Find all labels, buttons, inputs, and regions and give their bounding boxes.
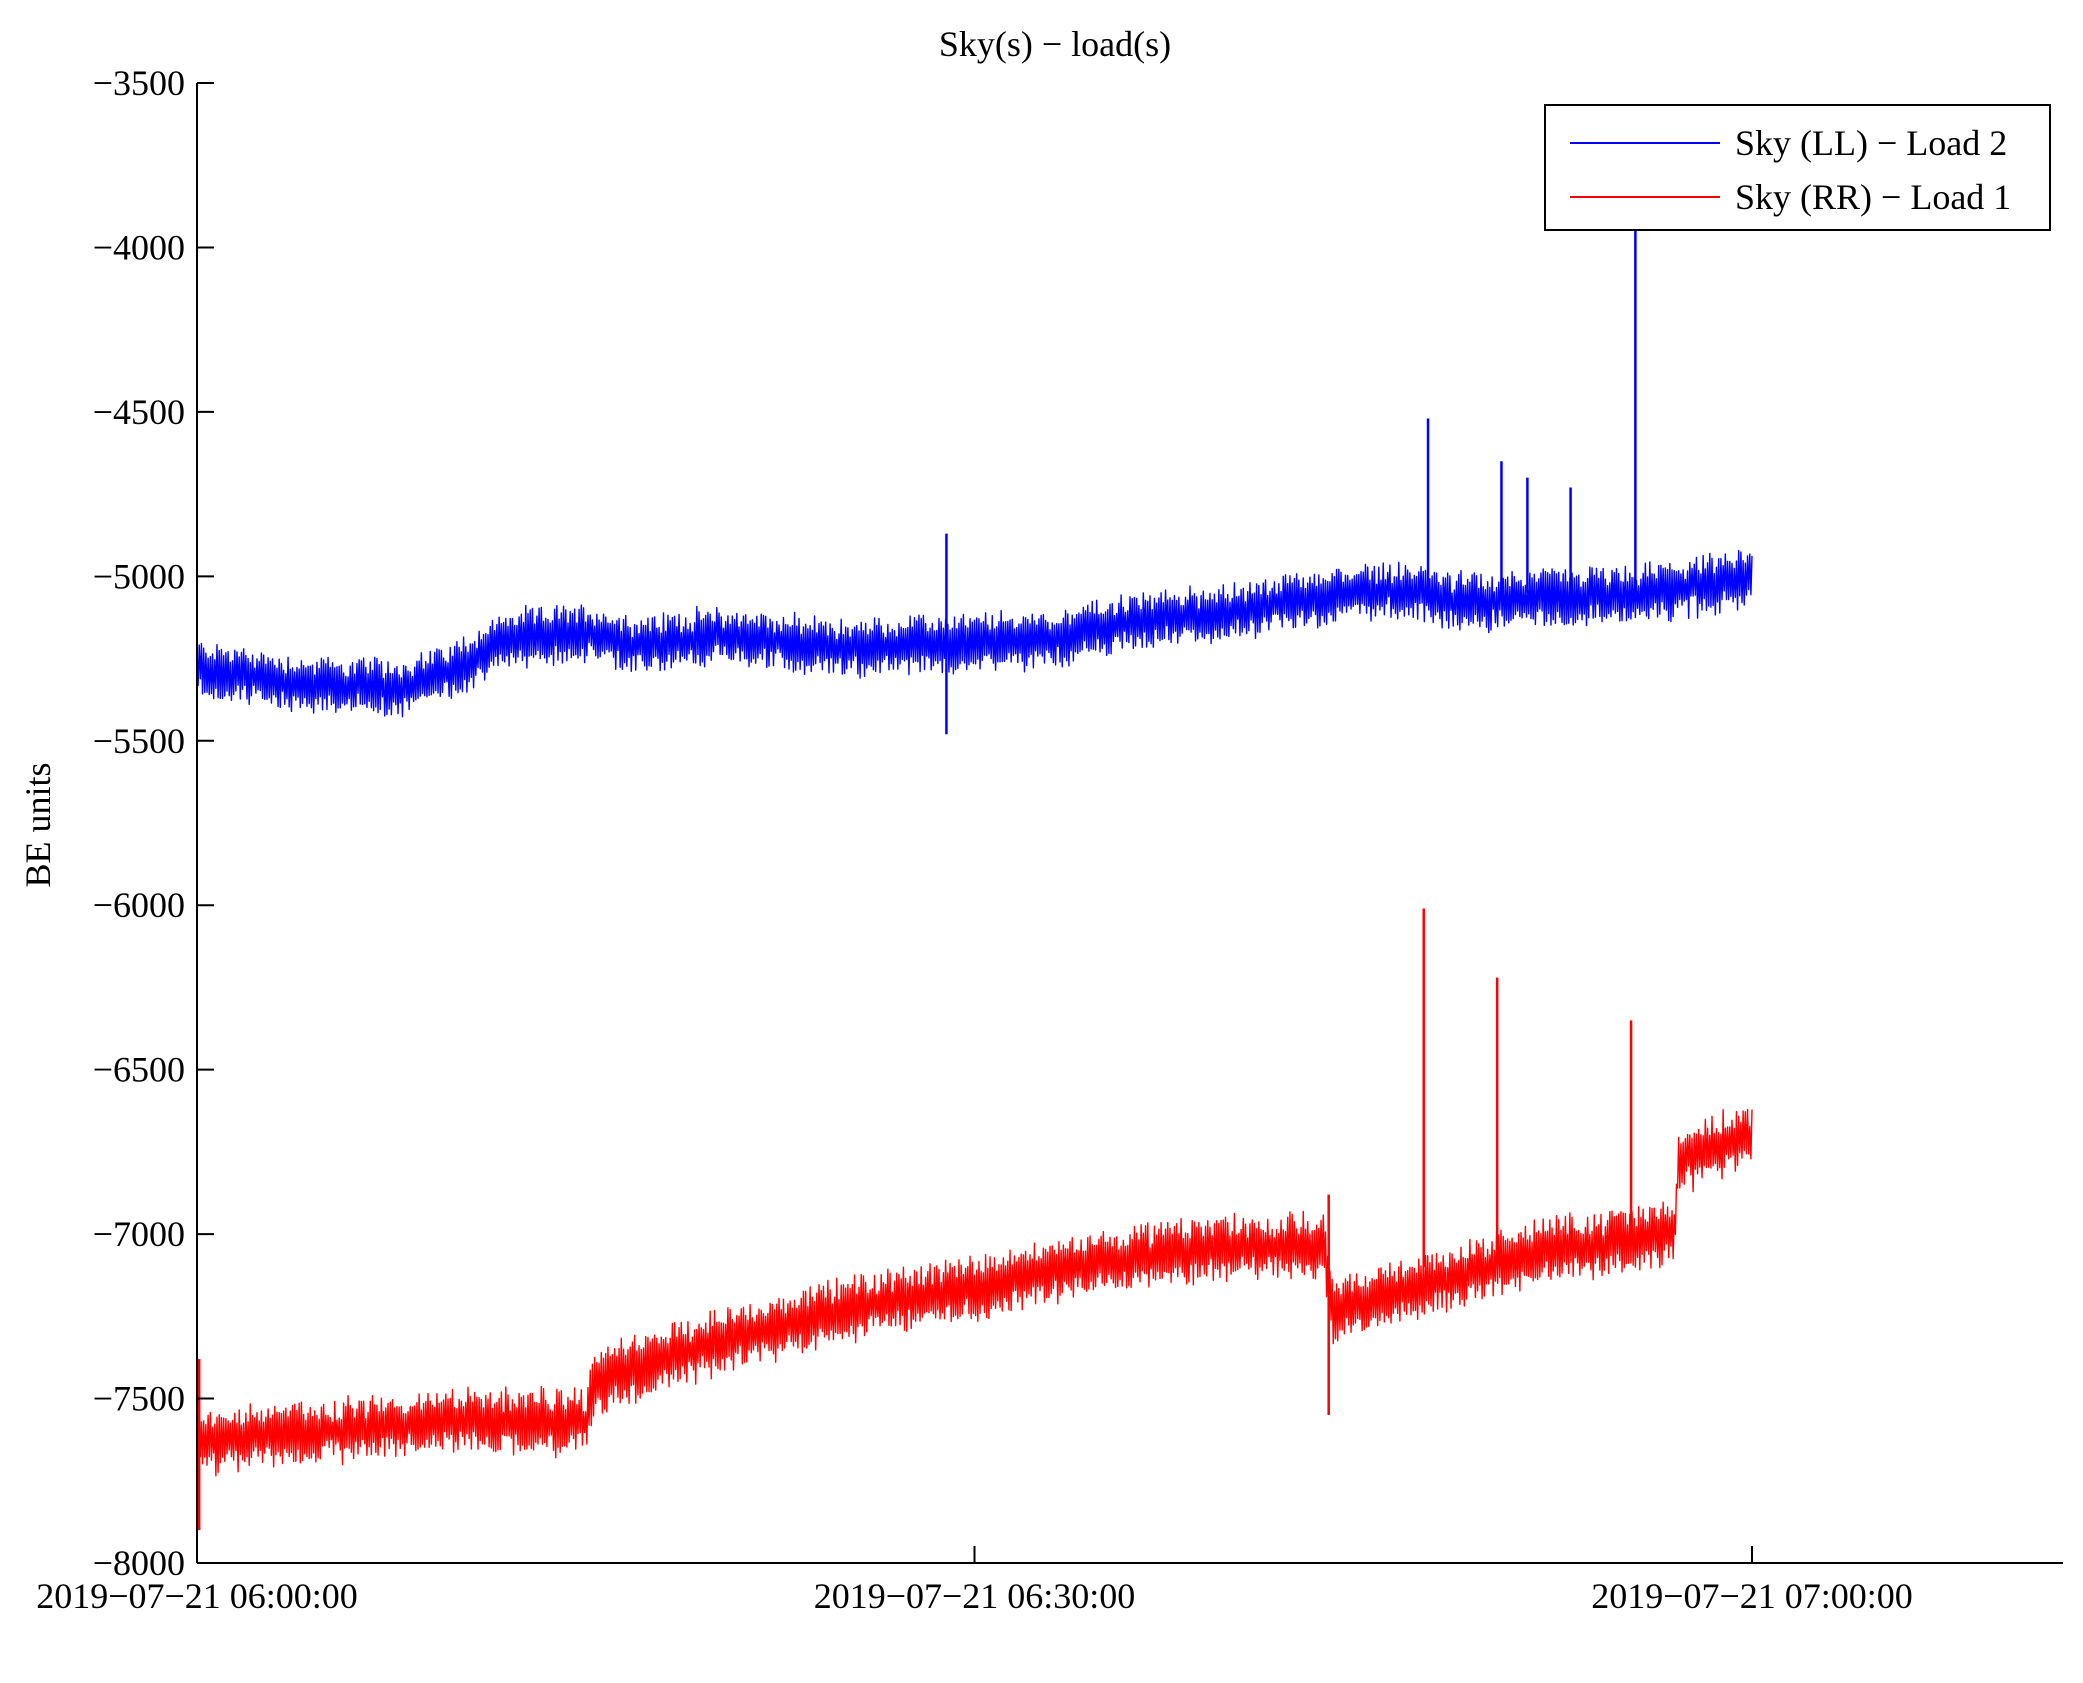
x-tick-label-2: 2019−07−21 07:00:00 xyxy=(1591,1576,1913,1616)
chart-title: Sky(s) − load(s) xyxy=(939,24,1171,64)
y-tick-label-3: −5000 xyxy=(93,556,185,596)
legend-box xyxy=(1544,104,2051,231)
y-tick-label-6: −6500 xyxy=(93,1050,185,1090)
legend-label-0: Sky (LL) − Load 2 xyxy=(1735,123,2007,163)
x-tick-label-1: 2019−07−21 06:30:00 xyxy=(814,1576,1136,1616)
legend-label-1: Sky (RR) − Load 1 xyxy=(1735,177,2011,217)
x-tick-label-0: 2019−07−21 06:00:00 xyxy=(36,1576,358,1616)
series-line-0 xyxy=(196,549,1753,718)
y-axis-label: BE units xyxy=(18,762,58,887)
series-line-1 xyxy=(196,1108,1753,1477)
y-tick-label-7: −7000 xyxy=(93,1214,185,1254)
y-tick-label-0: −3500 xyxy=(93,63,185,103)
y-tick-label-9: −8000 xyxy=(93,1543,185,1583)
y-tick-label-2: −4500 xyxy=(93,392,185,432)
y-tick-label-5: −6000 xyxy=(93,885,185,925)
y-tick-label-8: −7500 xyxy=(93,1379,185,1419)
y-tick-label-4: −5500 xyxy=(93,721,185,761)
axes: −3500 −4000 −4500 −5000 −5500 −6000 −6500 −7000… xyxy=(36,63,2063,1616)
legend: Sky (LL) − Load 2 Sky (RR) − Load 1 xyxy=(1544,104,2051,231)
y-tick-label-1: −4000 xyxy=(93,227,185,267)
